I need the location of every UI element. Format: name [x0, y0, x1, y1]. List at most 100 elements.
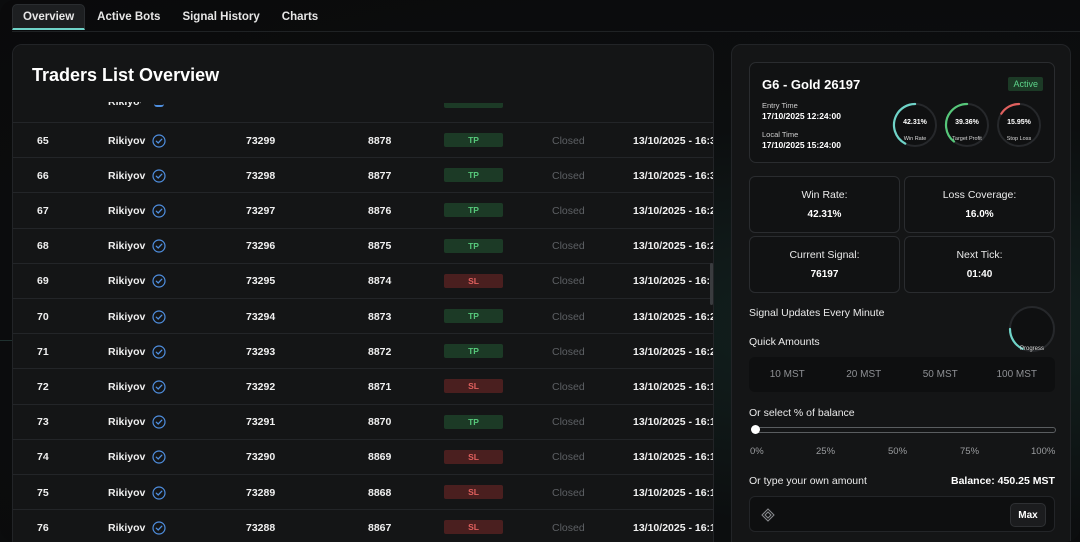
trade-id: 73297 [246, 204, 276, 217]
verified-icon [152, 229, 166, 264]
trade-number: 8867 [368, 521, 392, 534]
trade-number: 8875 [368, 240, 392, 253]
trade-number: 8876 [368, 204, 392, 217]
row-index: 73 [37, 416, 49, 429]
tab-active-bots[interactable]: Active Bots [97, 11, 161, 23]
verified-icon [152, 475, 166, 510]
table-row[interactable]: 65 Rikiyov 73299 8878 TP Closed 13/10/2025 - 1… [13, 122, 713, 157]
trade-number: 8869 [368, 451, 392, 464]
trader-name: Rikiyov [108, 310, 146, 323]
table-row[interactable]: 71 Rikiyov 73293 8872 TP Closed 13/10/2025 - 1… [13, 333, 713, 369]
local-time-value: 17/10/2025 15:24:00 [762, 140, 841, 150]
trade-date: 13/10/2025 - 16:2 [633, 240, 714, 253]
result-badge: TP [444, 133, 503, 147]
current-signal-stat: Current Signal: 76197 [749, 236, 900, 293]
trade-status: Closed [552, 345, 585, 358]
quick-amount-50[interactable]: 50 MST [922, 369, 958, 380]
table-row[interactable]: 70 Rikiyov 73294 8873 TP Closed 13/10/2025 - 1… [13, 298, 714, 333]
verified-icon [152, 440, 166, 475]
trade-status: Closed [552, 240, 585, 253]
trade-date: 13/10/2025 - 16:1 [633, 521, 714, 534]
table-scrollbar[interactable] [710, 263, 713, 305]
row-index: 69 [37, 275, 49, 288]
tab-charts[interactable]: Charts [281, 11, 319, 23]
trade-number: 8877 [368, 169, 392, 182]
win-rate-stat: Win Rate: 42.31% [749, 176, 900, 233]
trade-date: 13/10/2025 - 16:2 [633, 275, 714, 288]
quick-amount-100[interactable]: 100 MST [996, 369, 1038, 380]
percent-slider-handle[interactable] [751, 425, 760, 434]
tick-0: 0% [750, 446, 764, 457]
table-row[interactable]: 76 Rikiyov 73288 8867 SL Closed 13/10/2025 - 1… [13, 509, 714, 542]
trader-name: Rikiyov [108, 345, 146, 358]
signal-updates-text: Signal Updates Every Minute [749, 307, 885, 319]
result-badge: SL [444, 485, 503, 499]
trade-date: 13/10/2025 - 16:3 [633, 169, 714, 182]
row-index: 65 [37, 134, 49, 147]
amount-input[interactable] [790, 505, 990, 525]
trader-name: Rikiyov [108, 451, 146, 464]
stop-loss-gauge: 15.95% Stop Loss [995, 101, 1043, 149]
tick-75: 75% [960, 446, 980, 457]
table-row[interactable]: 74 Rikiyov 73290 8869 SL Closed 13/10/2025 - 1… [13, 438, 713, 475]
result-badge: TP [444, 309, 503, 323]
signal-title: G6 - Gold 26197 [762, 77, 861, 92]
tab-overview[interactable]: Overview [12, 4, 86, 30]
amount-field[interactable]: Max [749, 496, 1055, 532]
table-row[interactable]: 68 Rikiyov 73296 8875 TP Closed 13/10/2025 - 1… [13, 227, 714, 264]
win-rate-gauge-label: Win Rate [903, 136, 927, 142]
loss-coverage-stat-label: Loss Coverage: [942, 189, 1017, 201]
signal-card: G6 - Gold 26197 Active Entry Time 17/10/… [749, 62, 1055, 163]
trade-status: Closed [552, 134, 585, 147]
table-row[interactable]: 73 Rikiyov 73291 8870 TP Closed 13/10/2025 - 1… [13, 403, 713, 440]
trade-status: Closed [552, 204, 585, 217]
trade-date: 13/10/2025 - 16:1 [633, 486, 714, 499]
table-row[interactable]: 67 Rikiyov 73297 8876 TP Closed 13/10/2025 - 1… [13, 192, 713, 227]
verified-icon [152, 334, 166, 369]
quick-amount-20[interactable]: 20 MST [846, 369, 882, 380]
result-badge: TP [444, 168, 503, 183]
row-index: 74 [37, 451, 49, 464]
trade-id: 73299 [246, 134, 276, 147]
trade-id: 73292 [246, 380, 276, 393]
trade-status: Closed [552, 310, 585, 323]
current-signal-stat-label: Current Signal: [789, 249, 860, 261]
result-badge: SL [444, 379, 503, 394]
trade-id: 73290 [246, 451, 276, 464]
row-index: 72 [37, 380, 49, 393]
row-index: 75 [37, 486, 49, 499]
table-row[interactable]: 69 Rikiyov 73295 8874 SL Closed 13/10/2025 - 1… [13, 262, 714, 298]
trade-date: 13/10/2025 - 16:2 [633, 310, 714, 323]
trade-number: 8873 [368, 310, 392, 323]
table-row[interactable]: 66 Rikiyov 73298 8877 TP Closed 13/10/2025 - 1… [13, 157, 714, 192]
table-row[interactable]: 75 Rikiyov 73289 8868 SL Closed 13/10/2025 - 1… [13, 474, 714, 510]
next-tick-stat: Next Tick: 01:40 [904, 236, 1055, 293]
win-rate-gauge: 42.31% Win Rate [891, 101, 939, 149]
table-row[interactable]: 72 Rikiyov 73292 8871 SL Closed 13/10/2025 - 1… [13, 368, 713, 404]
verified-icon [152, 369, 166, 404]
entry-time-label: Entry Time [762, 101, 798, 110]
background-line [0, 340, 12, 341]
status-badge: Active [1008, 77, 1043, 91]
quick-amount-10[interactable]: 10 MST [769, 369, 805, 380]
percent-slider[interactable] [751, 425, 1056, 434]
trade-number: 8872 [368, 345, 392, 358]
trader-name: Rikiyov [108, 380, 146, 393]
verified-icon [152, 405, 166, 440]
result-badge: SL [444, 520, 503, 535]
trade-number: 8874 [368, 275, 392, 288]
row-index: 67 [37, 204, 49, 217]
next-tick-stat-label: Next Tick: [956, 249, 1003, 261]
trader-name: Rikiyov [108, 275, 146, 288]
tab-signal-history[interactable]: Signal History [182, 11, 260, 23]
stop-loss-gauge-value: 15.95% [1007, 119, 1031, 126]
partial-row-verified-icon [154, 104, 164, 107]
row-index: 76 [37, 521, 49, 534]
custom-amount-label: Or type your own amount [749, 475, 867, 487]
max-button[interactable]: Max [1010, 503, 1046, 527]
trader-name: Rikiyov [108, 134, 146, 147]
trader-name: Rikiyov [108, 204, 146, 217]
tick-25: 25% [816, 446, 836, 457]
row-index: 66 [37, 169, 49, 182]
